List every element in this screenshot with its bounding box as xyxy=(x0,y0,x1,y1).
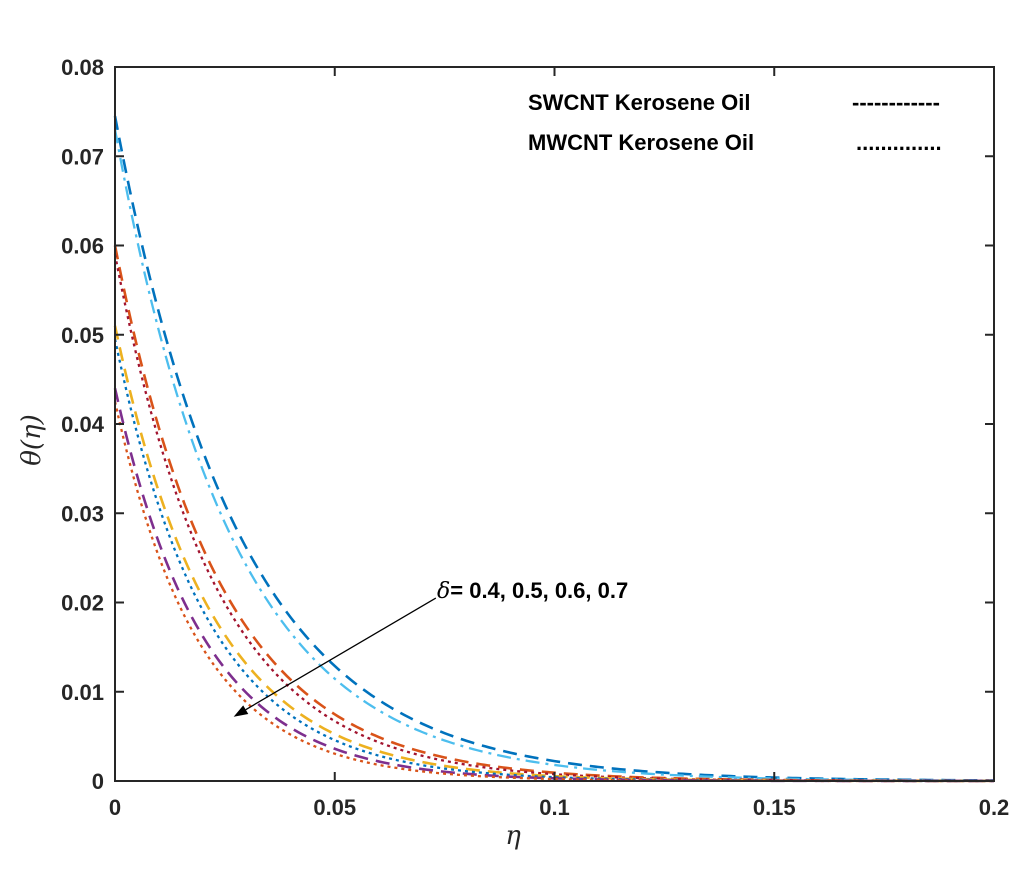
delta-annotation: δ= 0.4, 0.5, 0.6, 0.7 xyxy=(233,578,628,717)
legend: SWCNT Kerosene Oil ------------ MWCNT Ke… xyxy=(528,90,942,155)
series-line-2 xyxy=(113,129,995,782)
legend-entry-swcnt-label: SWCNT Kerosene Oil xyxy=(528,90,750,115)
y-tick-label: 0 xyxy=(92,769,104,794)
x-tick-label: 0.2 xyxy=(979,795,1010,820)
annotation-delta-symbol: δ xyxy=(437,579,450,604)
y-tick-label: 0.07 xyxy=(61,144,104,169)
y-tick-label: 0.06 xyxy=(61,234,104,259)
series-line-4 xyxy=(113,254,994,783)
annotation-label: δ= 0.4, 0.5, 0.6, 0.7 xyxy=(437,578,628,604)
legend-entry-swcnt-sample: ------------ xyxy=(852,90,940,115)
legend-entry-mwcnt-label: MWCNT Kerosene Oil xyxy=(528,130,754,155)
x-tick-label: 0.05 xyxy=(313,795,356,820)
y-axis-label: θ(η) xyxy=(17,414,47,466)
y-tick-label: 0.03 xyxy=(61,501,104,526)
series-line-6 xyxy=(113,338,994,783)
legend-entry-mwcnt-sample: .............. xyxy=(856,130,942,155)
x-tick-label: 0.15 xyxy=(753,795,796,820)
series-line-1 xyxy=(113,115,995,782)
series-line-3 xyxy=(113,245,994,783)
y-tick-label: 0.05 xyxy=(61,323,104,348)
y-tick-label: 0.02 xyxy=(61,591,104,616)
y-tick-label: 0.08 xyxy=(61,55,104,80)
series-line-8 xyxy=(113,401,994,783)
x-axis-label: η xyxy=(505,821,521,851)
annotation-values: = 0.4, 0.5, 0.6, 0.7 xyxy=(450,578,628,603)
annotation-arrow-head xyxy=(233,705,249,717)
plot-frame xyxy=(114,66,995,782)
ticks-layer xyxy=(114,66,995,782)
annotation-arrow-line xyxy=(245,597,437,711)
x-tick-label: 0.1 xyxy=(539,795,570,820)
y-tick-label: 0.01 xyxy=(61,680,104,705)
x-tick-label: 0 xyxy=(109,795,121,820)
series-layer xyxy=(113,115,995,783)
tick-labels-layer: 0 0.05 0.1 0.15 0.2 0 0.01 0.02 0.03 0.04 0.05 0.06… xyxy=(61,55,1009,820)
y-tick-label: 0.04 xyxy=(61,412,105,437)
